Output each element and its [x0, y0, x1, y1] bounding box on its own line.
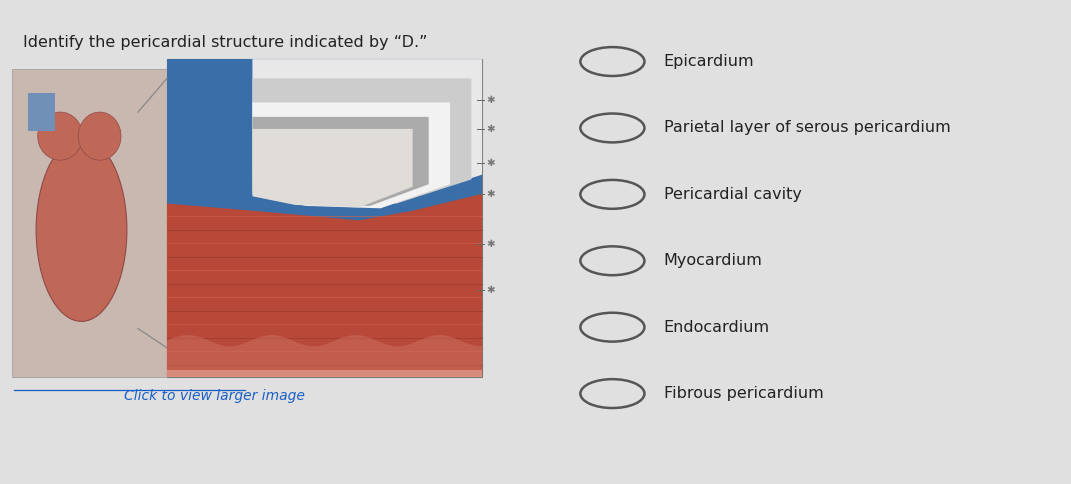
- Polygon shape: [253, 103, 450, 208]
- Ellipse shape: [36, 138, 126, 321]
- Text: Fibrous pericardium: Fibrous pericardium: [664, 386, 824, 401]
- Text: ✱: ✱: [486, 158, 495, 167]
- Ellipse shape: [37, 112, 82, 160]
- Text: Click to view larger image: Click to view larger image: [124, 389, 305, 403]
- Text: Identify the pericardial structure indicated by “D.”: Identify the pericardial structure indic…: [22, 35, 427, 50]
- Polygon shape: [253, 78, 471, 203]
- Polygon shape: [253, 129, 412, 207]
- Text: ✱: ✱: [486, 124, 495, 134]
- Ellipse shape: [78, 112, 121, 160]
- Text: Myocardium: Myocardium: [664, 253, 763, 268]
- Polygon shape: [253, 117, 428, 206]
- Bar: [167, 59, 482, 377]
- Polygon shape: [167, 194, 482, 377]
- Text: Epicardium: Epicardium: [664, 54, 754, 69]
- Text: Parietal layer of serous pericardium: Parietal layer of serous pericardium: [664, 121, 950, 136]
- Text: ✱: ✱: [486, 95, 495, 105]
- Text: Endocardium: Endocardium: [664, 319, 770, 334]
- Polygon shape: [253, 59, 482, 199]
- Polygon shape: [167, 369, 482, 377]
- Text: ✱: ✱: [486, 285, 495, 295]
- Text: ✱: ✱: [486, 240, 495, 249]
- Text: ✱: ✱: [486, 189, 495, 199]
- Bar: [12, 69, 167, 377]
- Text: Pericardial cavity: Pericardial cavity: [664, 187, 801, 202]
- Bar: [28, 93, 55, 131]
- Bar: [167, 59, 482, 377]
- Polygon shape: [167, 335, 482, 377]
